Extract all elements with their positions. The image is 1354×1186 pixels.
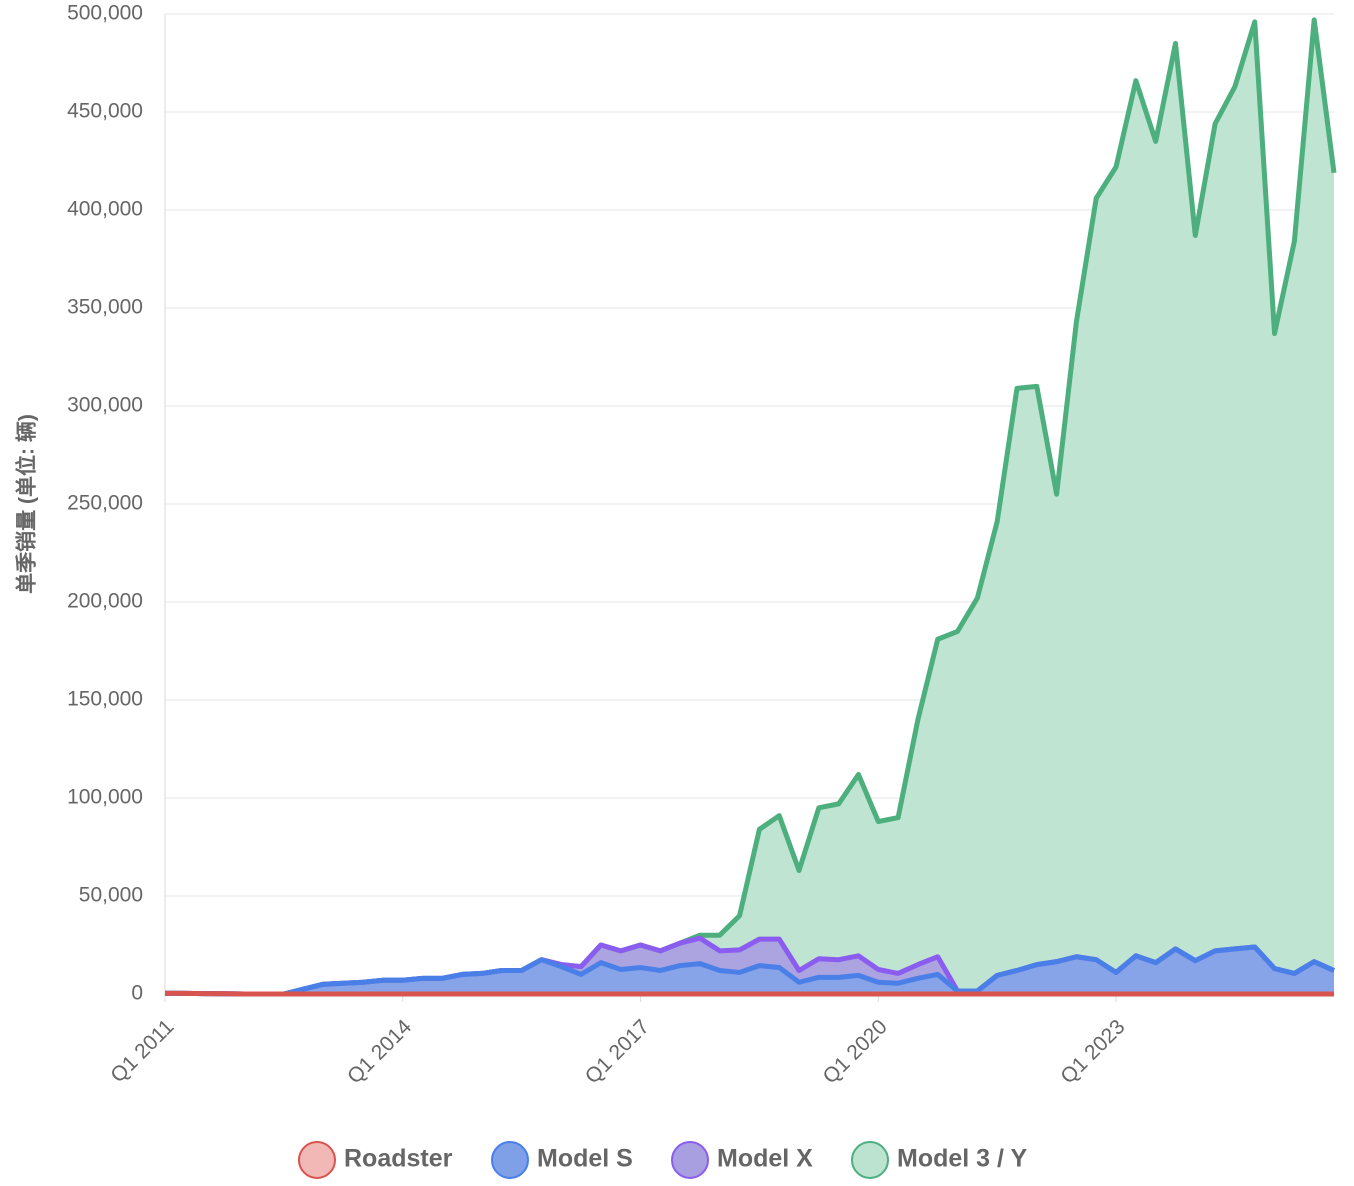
legend-label: Roadster: [344, 1145, 453, 1173]
y-tick-label: 50,000: [79, 884, 143, 907]
x-tick-label: Q1 2011: [106, 1015, 178, 1087]
y-axis-title: 单季销量 (单位: 辆): [15, 414, 39, 594]
legend-swatch: [671, 1141, 709, 1179]
y-tick-label: 350,000: [67, 296, 143, 319]
y-tick-label: 300,000: [67, 394, 143, 417]
legend-swatch: [298, 1141, 336, 1179]
legend-swatch: [491, 1141, 529, 1179]
legend-label: Model 3 / Y: [897, 1145, 1027, 1173]
y-tick-label: 150,000: [67, 688, 143, 711]
area-line: [164, 990, 1334, 997]
area-fill: [165, 938, 1334, 994]
legend: Roadster Model S Model X Model 3 / Y: [298, 1141, 1027, 1179]
x-tick-label: Q1 2020: [819, 1015, 892, 1088]
legend-label: Model S: [537, 1145, 633, 1173]
area-line: [164, 944, 1336, 997]
x-tick-label: Q1 2017: [581, 1015, 654, 1088]
area-fill: [165, 19, 1334, 994]
y-tick-label: 250,000: [67, 492, 143, 515]
x-tick-label: Q1 2014: [343, 1015, 416, 1088]
legend-swatch: [851, 1141, 889, 1179]
legend-label: Model X: [717, 1145, 813, 1173]
y-tick-label: 400,000: [67, 198, 143, 221]
y-tick-label: 200,000: [67, 590, 143, 613]
y-tick-label: 100,000: [67, 786, 143, 809]
y-tick-label: 500,000: [67, 2, 143, 25]
y-tick-label: 0: [131, 982, 143, 1005]
y-tick-label: 450,000: [67, 100, 143, 123]
x-tick-label: Q1 2023: [1056, 1015, 1129, 1088]
